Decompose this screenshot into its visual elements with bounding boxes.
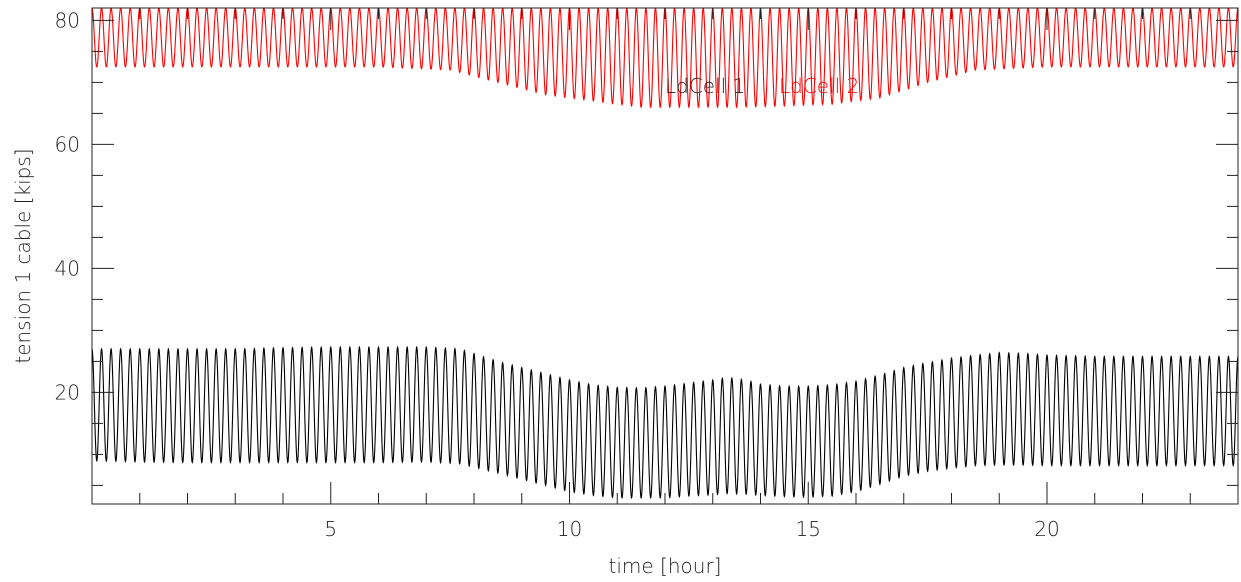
x-tick-label: 5 <box>324 517 337 541</box>
x-axis-title: time [hour] <box>609 554 722 578</box>
series-line-ldcell-1 <box>92 345 1238 500</box>
x-tick-label: 15 <box>796 517 821 541</box>
y-tick-label: 20 <box>55 380 80 404</box>
x-tick-label: 10 <box>557 517 582 541</box>
legend: LdCell 1 LdCell 2 <box>665 74 859 98</box>
y-tick-label: 60 <box>55 132 80 156</box>
y-tick-label: 40 <box>55 256 80 280</box>
x-tick-label: 20 <box>1034 517 1059 541</box>
legend-entry-ldcell-1: LdCell 1 <box>665 74 745 98</box>
y-axis-title: tension 1 cable [kips] <box>11 148 35 363</box>
legend-entry-ldcell-2: LdCell 2 <box>779 74 859 98</box>
y-tick-label: 80 <box>55 8 80 32</box>
